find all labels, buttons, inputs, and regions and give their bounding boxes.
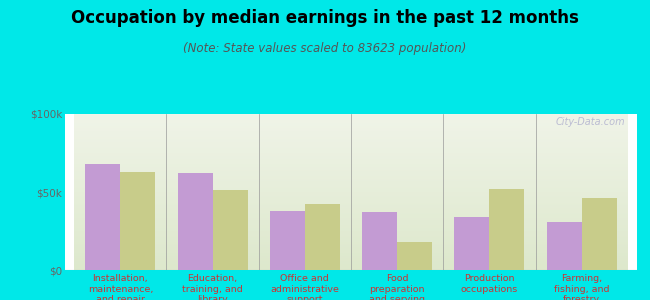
Bar bbox=[177, 173, 213, 270]
Bar bbox=[270, 211, 305, 270]
Bar bbox=[85, 164, 120, 270]
Text: (Note: State values scaled to 83623 population): (Note: State values scaled to 83623 popu… bbox=[183, 42, 467, 55]
Bar bbox=[305, 205, 340, 270]
Bar bbox=[489, 189, 525, 270]
Bar bbox=[120, 172, 155, 270]
Bar bbox=[213, 190, 248, 270]
Bar bbox=[397, 242, 432, 270]
Bar bbox=[582, 198, 617, 270]
Text: Occupation by median earnings in the past 12 months: Occupation by median earnings in the pas… bbox=[71, 9, 579, 27]
Bar bbox=[547, 222, 582, 270]
Text: City-Data.com: City-Data.com bbox=[556, 117, 625, 127]
Bar bbox=[362, 212, 397, 270]
Bar bbox=[454, 217, 489, 270]
